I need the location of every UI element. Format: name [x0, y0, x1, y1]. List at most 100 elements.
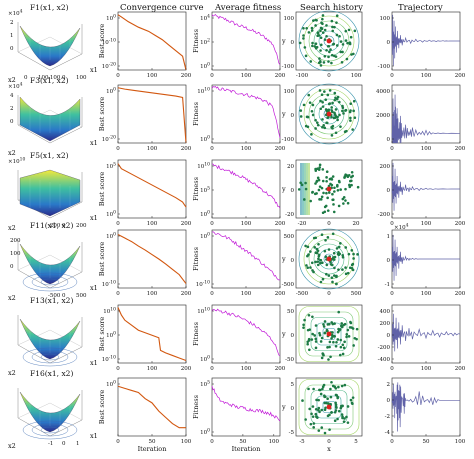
exponent: 10 [110, 307, 116, 313]
x-tick-label: 50 [149, 439, 156, 445]
x-tick-label: 100 [241, 221, 252, 227]
x-tick-label: 200 [455, 291, 466, 297]
search-point [333, 186, 336, 190]
search-point [334, 108, 338, 111]
search-point [325, 328, 329, 332]
search-point [302, 323, 305, 327]
search-point [336, 115, 339, 119]
search-point [335, 21, 338, 24]
search-point [312, 422, 316, 425]
search-point [333, 25, 336, 29]
search-point [299, 181, 302, 185]
surface-x2-label: x2 [8, 369, 16, 377]
search-point [311, 41, 314, 45]
fitness-panel-series [211, 13, 281, 65]
search-point [341, 43, 345, 46]
search-point [344, 29, 348, 33]
search-contour [300, 163, 302, 215]
search-point [332, 335, 336, 338]
convergence-panel-frame [117, 304, 187, 364]
search-point [335, 44, 339, 47]
x-tick-label: 100 [421, 291, 432, 297]
search-point [344, 173, 347, 176]
x-tick-label: 0 [210, 146, 214, 152]
y-tick-label: 100 [200, 62, 210, 71]
y-tick-label: 10-20 [102, 135, 116, 144]
search-point [312, 236, 316, 240]
search-point [310, 133, 313, 136]
exponent: -20 [109, 62, 116, 68]
y-axis-label: Best score [98, 97, 106, 132]
search-point [341, 109, 344, 113]
exponent: 0 [207, 355, 210, 361]
search-point [328, 340, 332, 344]
search-point [333, 385, 337, 389]
search-point [302, 326, 305, 329]
search-point [320, 93, 324, 97]
y-tick-label: 100 [200, 355, 210, 364]
search-point [337, 385, 340, 389]
search-point [325, 179, 328, 183]
search-point [327, 60, 330, 63]
search-point [317, 406, 321, 410]
trajectory-panel-series [391, 313, 461, 352]
convergence-panel-series [117, 87, 187, 144]
exponent: 0 [207, 135, 210, 141]
search-point [338, 34, 341, 38]
y-tick-label: 200 [380, 321, 391, 327]
x-tick-label: 200 [181, 291, 192, 297]
search-best-point [326, 38, 332, 44]
x-tick-label: 100 [421, 73, 432, 79]
exponent: 0 [207, 210, 210, 216]
search-point [300, 183, 304, 187]
x-tick-label: 200 [455, 146, 466, 152]
search-contour [313, 243, 345, 275]
search-point [318, 166, 322, 169]
search-point [350, 53, 353, 56]
search-point [304, 187, 308, 191]
search-point [352, 109, 355, 113]
search-point [306, 115, 310, 119]
search-point [340, 61, 344, 64]
search-x-tick: 0 [327, 439, 331, 445]
search-point [320, 233, 324, 237]
search-point [329, 387, 332, 391]
search-point [311, 405, 315, 408]
search-best-point [326, 404, 332, 410]
search-point [337, 204, 341, 208]
surface-y-tick: 0 [24, 75, 28, 81]
search-point [353, 29, 357, 33]
search-point [344, 199, 347, 202]
search-point [320, 336, 324, 340]
search-point [318, 185, 322, 188]
search-point [322, 323, 325, 326]
y-axis-label: Fitness [192, 29, 200, 53]
search-point [323, 210, 327, 214]
exponent: 0 [113, 210, 116, 216]
surface-mesh [19, 96, 81, 142]
search-point [299, 109, 303, 112]
search-y-label: y [281, 330, 286, 338]
surface-contour [22, 347, 78, 367]
search-point [306, 342, 309, 346]
search-point [351, 396, 355, 399]
fitness-panel-frame [211, 229, 281, 289]
y-tick-label: 10-20 [102, 62, 116, 71]
search-point [318, 198, 321, 201]
search-point [316, 121, 319, 124]
search-point [349, 119, 352, 122]
search-point [343, 383, 347, 387]
search-point [304, 244, 307, 248]
search-point [313, 334, 317, 337]
y-tick-label: 100 [106, 380, 116, 389]
search-point [330, 337, 333, 340]
search-point [326, 414, 330, 418]
search-point [315, 45, 319, 49]
y-tick-label: 10-10 [196, 280, 210, 289]
convergence-panel-frame [117, 377, 187, 437]
y-tick-label: 100 [106, 210, 116, 219]
search-point [355, 327, 359, 331]
